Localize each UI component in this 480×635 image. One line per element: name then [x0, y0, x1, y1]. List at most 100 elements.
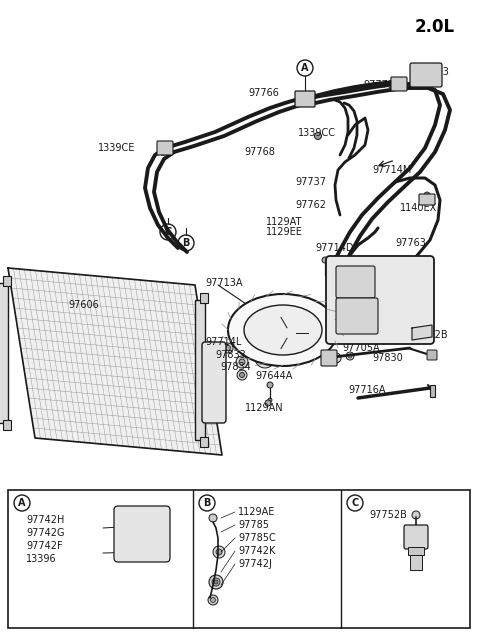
Circle shape [237, 370, 247, 380]
Circle shape [259, 352, 271, 364]
Circle shape [240, 373, 244, 377]
Text: 97737: 97737 [295, 177, 326, 187]
Circle shape [372, 269, 380, 276]
Circle shape [236, 356, 248, 368]
Text: 97752B: 97752B [369, 510, 407, 520]
Text: 84172B: 84172B [410, 330, 448, 340]
Circle shape [314, 133, 322, 140]
Circle shape [265, 400, 271, 406]
Text: 1129EE: 1129EE [266, 227, 303, 237]
Text: 97644A: 97644A [255, 371, 292, 381]
Circle shape [178, 235, 194, 251]
Text: 1129AT: 1129AT [266, 217, 302, 227]
FancyBboxPatch shape [114, 506, 170, 562]
Circle shape [214, 580, 218, 584]
Text: 97713A: 97713A [205, 278, 242, 288]
Ellipse shape [228, 294, 338, 366]
Circle shape [412, 511, 420, 519]
Ellipse shape [244, 305, 322, 355]
Circle shape [223, 343, 233, 353]
Circle shape [277, 320, 303, 346]
Text: 97832: 97832 [368, 321, 399, 331]
Circle shape [137, 522, 147, 532]
Circle shape [160, 224, 176, 240]
FancyBboxPatch shape [326, 256, 434, 344]
Circle shape [347, 495, 363, 511]
Circle shape [382, 276, 388, 283]
FancyBboxPatch shape [391, 77, 407, 91]
Text: A: A [301, 63, 309, 73]
Text: 97785C: 97785C [238, 533, 276, 543]
Circle shape [407, 321, 413, 328]
Circle shape [268, 398, 272, 402]
FancyBboxPatch shape [410, 555, 422, 570]
Circle shape [346, 352, 354, 360]
Circle shape [322, 257, 328, 263]
Circle shape [133, 518, 151, 536]
Circle shape [239, 359, 245, 365]
FancyBboxPatch shape [157, 141, 173, 155]
Circle shape [140, 525, 144, 530]
FancyBboxPatch shape [336, 298, 378, 334]
Circle shape [209, 575, 223, 589]
Text: 97714D: 97714D [315, 243, 353, 253]
Circle shape [213, 546, 225, 558]
Circle shape [209, 514, 217, 522]
FancyBboxPatch shape [336, 266, 375, 298]
FancyBboxPatch shape [408, 547, 424, 555]
Text: 97763: 97763 [395, 238, 426, 248]
Text: C: C [351, 498, 359, 508]
FancyBboxPatch shape [3, 276, 11, 286]
Text: 97623: 97623 [418, 67, 449, 77]
Circle shape [407, 286, 413, 293]
Circle shape [211, 598, 216, 603]
FancyBboxPatch shape [0, 283, 8, 423]
Circle shape [154, 548, 158, 552]
Text: 97606: 97606 [68, 300, 99, 310]
Text: C: C [164, 227, 172, 237]
FancyBboxPatch shape [195, 300, 205, 440]
Polygon shape [412, 325, 432, 340]
Text: 97830: 97830 [372, 353, 403, 363]
Text: 13396: 13396 [26, 554, 57, 564]
Text: 97714M: 97714M [372, 165, 411, 175]
Text: 97833: 97833 [215, 350, 246, 360]
Text: 1339CE: 1339CE [98, 143, 135, 153]
FancyBboxPatch shape [3, 420, 11, 430]
Text: 97714L: 97714L [205, 337, 241, 347]
Polygon shape [8, 268, 222, 455]
FancyBboxPatch shape [430, 385, 435, 397]
Text: 97785: 97785 [238, 520, 269, 530]
Circle shape [148, 542, 164, 558]
Text: 97742H: 97742H [26, 515, 64, 525]
Text: 97762: 97762 [295, 200, 326, 210]
FancyBboxPatch shape [295, 91, 315, 107]
Text: 97742F: 97742F [26, 541, 62, 551]
FancyBboxPatch shape [200, 437, 208, 447]
Circle shape [208, 595, 218, 605]
Text: A: A [18, 498, 26, 508]
Text: 1129AN: 1129AN [245, 403, 284, 413]
Text: B: B [204, 498, 211, 508]
Circle shape [212, 578, 220, 586]
Circle shape [286, 329, 294, 337]
Circle shape [297, 96, 303, 102]
Circle shape [424, 192, 430, 198]
Circle shape [267, 382, 273, 388]
Circle shape [331, 353, 341, 363]
Circle shape [216, 549, 222, 555]
Text: 97742J: 97742J [238, 559, 272, 569]
FancyBboxPatch shape [427, 350, 437, 360]
Circle shape [270, 313, 310, 353]
Text: 97705A: 97705A [342, 343, 380, 353]
Text: 97742K: 97742K [238, 546, 276, 556]
FancyBboxPatch shape [200, 293, 208, 303]
Circle shape [226, 345, 230, 351]
Circle shape [14, 495, 30, 511]
Circle shape [282, 325, 298, 341]
Text: 2.0L: 2.0L [415, 18, 455, 36]
Circle shape [152, 546, 160, 554]
Text: 97766: 97766 [248, 88, 279, 98]
FancyBboxPatch shape [404, 525, 428, 549]
FancyBboxPatch shape [321, 350, 337, 366]
